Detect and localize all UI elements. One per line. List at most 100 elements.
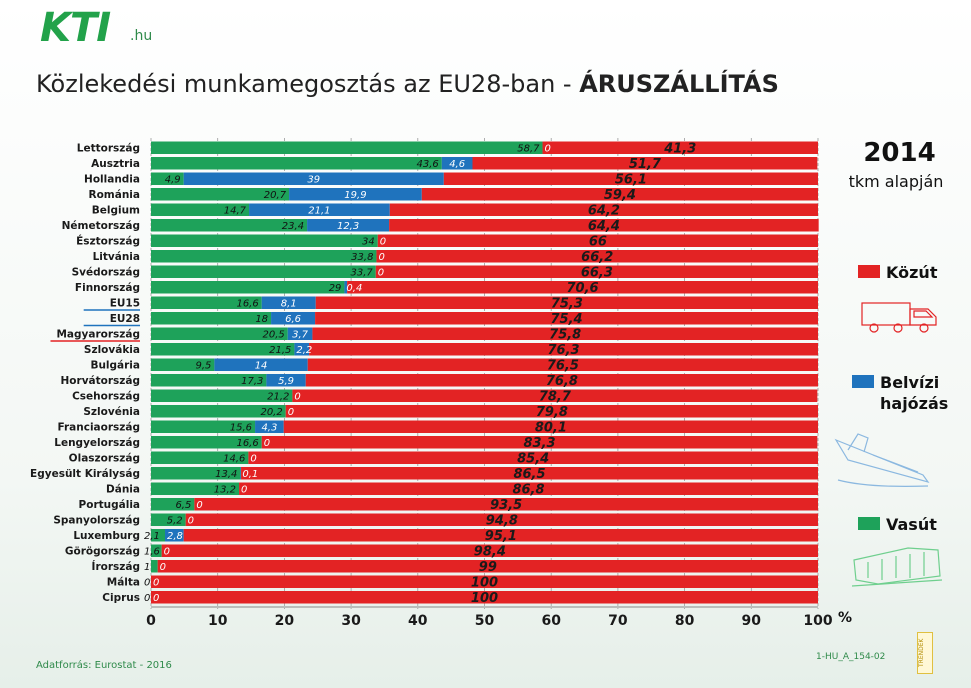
water-value-label: 0 [188,516,194,527]
bar-road [292,389,818,402]
road-value-label: 66,2 [581,250,613,265]
water-value-label: 0,4 [346,283,362,294]
bar-road [315,296,818,309]
road-value-label: 59,4 [604,188,636,203]
category-label: Belgium [92,205,140,217]
water-value-label: 0 [250,454,256,465]
rail-value-label: 6,5 [175,500,191,511]
bar-rail [151,141,543,154]
water-value-label: 0 [153,593,159,604]
legend-label-belvizi: Belvízi hajózás [880,373,949,413]
road-value-label: 95,1 [485,529,517,544]
water-value-label: 0 [545,144,551,155]
rail-value-label: 34 [362,237,375,248]
bar-rail [151,265,376,278]
bar-rail [151,281,345,294]
bar-water [271,312,316,325]
category-label: Finnország [75,282,140,294]
rail-value-label: 14,7 [224,206,247,217]
water-value-label: 8,1 [281,299,297,310]
road-value-label: 78,7 [539,390,572,405]
category-label: Észtország [76,235,140,248]
x-tick-label: 10 [208,613,228,629]
rail-value-label: 18 [255,314,268,325]
x-tick-label: 30 [341,613,361,629]
water-value-label: 4,3 [261,423,277,434]
bar-water [307,219,390,232]
water-value-label: 0 [196,500,202,511]
rail-value-label: 1 [144,562,150,573]
x-tick-label: 40 [408,613,428,629]
category-label: Portugália [79,499,140,511]
category-label: Luxemburg [73,530,140,542]
category-label: Málta [107,577,140,589]
road-value-label: 83,3 [523,436,555,451]
bar-road [347,281,818,294]
x-tick-label: 0 [146,613,156,629]
bar-road [151,575,818,588]
bar-road [472,157,818,170]
rail-value-label: 16,6 [236,438,258,449]
category-label: Németország [62,220,140,232]
water-value-label: 0 [378,268,384,279]
bar-road [261,436,818,449]
road-value-label: 51,7 [629,157,662,172]
road-value-label: 76,3 [548,343,580,358]
bar-rail [151,513,186,526]
water-value-label: 0 [378,252,384,263]
bar-rail [151,560,158,573]
bar-road [305,374,818,387]
legend-label-kozut: Közút [886,263,938,282]
road-value-label: 100 [471,576,498,591]
bar-rail [151,482,240,495]
category-label: EU15 [110,298,140,310]
legend-swatch-kozut [858,265,880,278]
category-label: Egyesült Királyság [30,468,140,480]
water-value-label: 0 [241,485,247,496]
water-value-label: 39 [307,175,320,186]
water-value-label: 2,2 [296,345,312,356]
ship-icon [834,433,930,487]
water-value-label: 21,1 [308,206,330,217]
water-value-label: 0,1 [242,469,258,480]
bar-road [443,172,818,185]
category-label: Románia [89,189,141,201]
rail-value-label: 0 [144,578,150,589]
legend-item-belvizi: Belvízi hajózás [852,372,960,414]
bar-rail [151,188,290,201]
road-value-label: 76,5 [547,359,579,374]
bar-rail [151,296,262,309]
water-value-label: 0 [264,438,270,449]
bar-road [376,250,818,263]
rail-value-label: 16,6 [236,299,258,310]
bar-road [239,482,818,495]
road-value-label: 79,8 [536,405,568,420]
category-label: Bulgária [90,360,140,372]
rail-value-label: 21,5 [269,345,291,356]
road-value-label: 94,8 [486,514,518,529]
value-labels: 58,7 0 41,3 43,6 4,6 51,7 4,9 39 56,1 20,7 19,9 59,… [144,142,696,607]
kti-logo: KTI .hu [40,8,170,48]
rail-value-label: 33,8 [351,252,373,263]
rail-value-label: 23,4 [282,221,304,232]
rail-value-label: 20,7 [264,190,287,201]
chart-title-main: Közlekedési munkamegosztás az EU28-ban - [36,70,580,98]
water-value-label: 3,7 [292,330,309,341]
category-label: Magyarország [56,329,140,341]
bar-road [157,560,819,573]
road-value-label: 86,5 [513,467,545,482]
truck-icon [861,302,937,333]
bar-road [307,358,818,371]
bar-rail [151,343,295,356]
chart-title-bold: ÁRUSZÁLLÍTÁS [579,70,779,98]
x-tick-label: 50 [475,613,495,629]
road-value-label: 76,8 [546,374,578,389]
bar-road [389,219,819,232]
category-label: Litvánia [93,251,140,263]
category-label: Hollandia [84,174,140,186]
legend-swatch-belvizi [852,375,874,388]
category-label: EU28 [110,313,140,325]
rail-value-label: 17,3 [241,376,263,387]
rail-value-label: 2,1 [144,531,160,542]
